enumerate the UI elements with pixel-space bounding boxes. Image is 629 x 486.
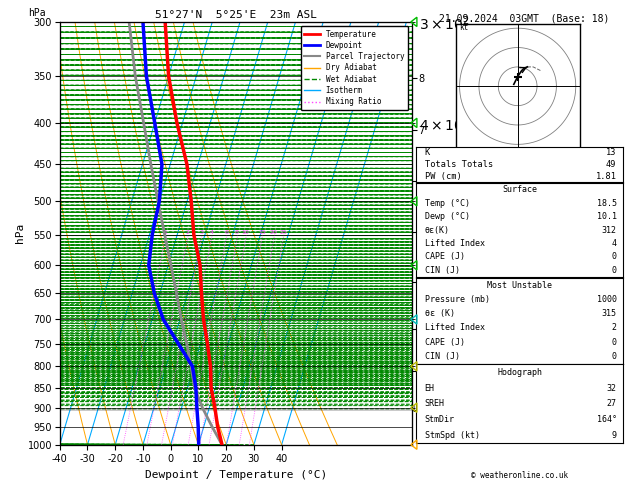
Y-axis label: hPa: hPa [15,223,25,243]
Text: StmSpd (kt): StmSpd (kt) [425,431,480,440]
Text: hPa: hPa [28,8,46,17]
Text: 15: 15 [258,230,265,235]
Text: CIN (J): CIN (J) [425,352,460,361]
Text: Most Unstable: Most Unstable [487,280,552,290]
Text: θε(K): θε(K) [425,226,450,235]
Text: 315: 315 [601,309,616,318]
Text: Lifted Index: Lifted Index [425,323,485,332]
Text: 49: 49 [606,160,616,169]
Text: 8: 8 [235,230,239,235]
Text: kt: kt [460,23,469,32]
Text: LCL: LCL [412,405,426,414]
Text: 2: 2 [186,230,189,235]
Text: 10.1: 10.1 [596,212,616,221]
Text: 10: 10 [242,230,250,235]
Text: 9: 9 [611,431,616,440]
Text: Temp (°C): Temp (°C) [425,199,470,208]
Text: 20: 20 [270,230,277,235]
Text: 0: 0 [611,266,616,275]
Text: 0: 0 [611,352,616,361]
Text: PW (cm): PW (cm) [425,172,462,181]
Text: SREH: SREH [425,399,445,408]
Text: 2: 2 [611,323,616,332]
Text: 13: 13 [606,148,616,157]
Text: 25: 25 [279,230,287,235]
Text: 18.5: 18.5 [596,199,616,208]
Text: 6: 6 [224,230,228,235]
Text: K: K [425,148,430,157]
Text: Surface: Surface [502,186,537,194]
Y-axis label: km
ASL: km ASL [473,225,495,242]
Text: Totals Totals: Totals Totals [425,160,493,169]
Text: EH: EH [425,383,435,393]
Text: θε (K): θε (K) [425,309,455,318]
Text: CAPE (J): CAPE (J) [425,252,465,261]
Text: 32: 32 [606,383,616,393]
Text: Lifted Index: Lifted Index [425,239,485,248]
Text: 21.09.2024  03GMT  (Base: 18): 21.09.2024 03GMT (Base: 18) [439,14,609,24]
Text: 3: 3 [199,230,203,235]
Text: 1.81: 1.81 [596,172,616,181]
Text: 27: 27 [606,399,616,408]
Text: Hodograph: Hodograph [497,368,542,377]
Title: 51°27'N  5°25'E  23m ASL: 51°27'N 5°25'E 23m ASL [155,10,317,20]
Text: 312: 312 [601,226,616,235]
Text: 4: 4 [611,239,616,248]
Text: Pressure (mb): Pressure (mb) [425,295,489,304]
Text: 1000: 1000 [596,295,616,304]
Text: CIN (J): CIN (J) [425,266,460,275]
X-axis label: Dewpoint / Temperature (°C): Dewpoint / Temperature (°C) [145,470,327,480]
Text: StmDir: StmDir [425,415,455,424]
Text: CAPE (J): CAPE (J) [425,338,465,347]
Y-axis label: Mixing Ratio (g/kg): Mixing Ratio (g/kg) [0,182,9,284]
Text: 164°: 164° [596,415,616,424]
Text: 0: 0 [611,338,616,347]
Text: 0: 0 [611,252,616,261]
Text: 1: 1 [164,230,167,235]
Legend: Temperature, Dewpoint, Parcel Trajectory, Dry Adiabat, Wet Adiabat, Isotherm, Mi: Temperature, Dewpoint, Parcel Trajectory… [301,26,408,110]
Text: Dewp (°C): Dewp (°C) [425,212,470,221]
Text: © weatheronline.co.uk: © weatheronline.co.uk [471,471,568,480]
Text: 4: 4 [209,230,213,235]
